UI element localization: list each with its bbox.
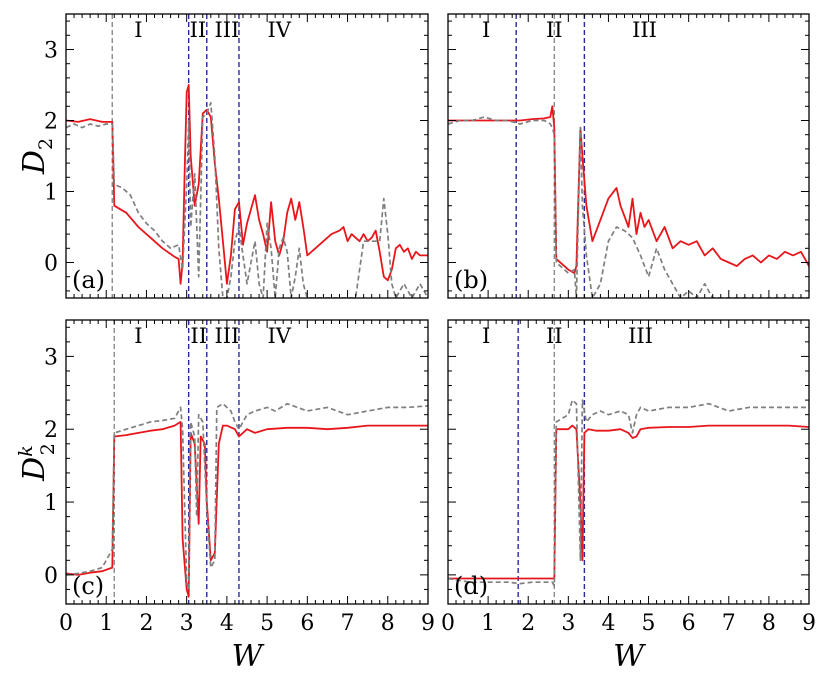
x-tick-label: 5 xyxy=(642,611,656,636)
region-label: III xyxy=(214,18,239,42)
x-tick-label: 6 xyxy=(682,611,696,636)
series-dashed-line xyxy=(448,116,809,298)
y-tick-label: 0 xyxy=(44,564,58,589)
axes-frame xyxy=(447,319,810,605)
panel-label: (b) xyxy=(454,266,488,294)
region-label: II xyxy=(546,324,563,348)
x-tick-label: 7 xyxy=(722,611,736,636)
x-tick-label: 9 xyxy=(802,611,816,636)
panel-label: (d) xyxy=(454,572,488,600)
axes-frame xyxy=(65,13,429,299)
x-tick-label: 7 xyxy=(341,611,355,636)
y-axis-title: Dk2 xyxy=(15,443,59,482)
x-axis-title: W xyxy=(232,639,265,674)
x-tick-label: 8 xyxy=(762,611,776,636)
region-label: IV xyxy=(267,324,291,348)
panel-1: I II III(b) xyxy=(447,13,810,299)
series-dashed-line xyxy=(66,101,428,298)
x-tick-label: 3 xyxy=(180,611,194,636)
region-label: III xyxy=(628,324,653,348)
series-solid-line xyxy=(448,105,809,275)
x-axis-title: W xyxy=(613,639,646,674)
series-solid-line xyxy=(448,424,809,580)
panel-label: (a) xyxy=(72,266,105,294)
x-tick-label: 3 xyxy=(561,611,575,636)
plot-area xyxy=(66,84,428,298)
x-tick-label: 4 xyxy=(601,611,615,636)
axes-frame xyxy=(65,319,429,605)
region-label: I xyxy=(482,324,490,348)
region-label: I xyxy=(134,324,142,348)
y-tick-label: 0 xyxy=(44,252,58,277)
panel-3: 0 1 2 3 4 5 6 7 8 9I II III(d)W xyxy=(441,319,816,674)
region-label: I xyxy=(134,18,142,42)
x-tick-label: 0 xyxy=(59,611,73,636)
plot-area xyxy=(448,105,809,298)
x-tick-label: 4 xyxy=(220,611,234,636)
panel-label: (c) xyxy=(72,572,104,600)
x-tick-label: 1 xyxy=(99,611,113,636)
y-tick-label: 1 xyxy=(44,181,58,206)
region-label: IV xyxy=(267,18,291,42)
plot-area xyxy=(66,402,428,598)
region-label: II xyxy=(190,324,207,348)
x-tick-label: 2 xyxy=(139,611,153,636)
region-label: I xyxy=(482,18,490,42)
x-tick-label: 6 xyxy=(300,611,314,636)
y-axis-title: D2 xyxy=(17,138,57,175)
region-label: II xyxy=(546,18,563,42)
axes-frame xyxy=(447,13,810,299)
x-tick-label: 1 xyxy=(481,611,495,636)
region-label: III xyxy=(632,18,657,42)
x-tick-label: 9 xyxy=(421,611,435,636)
series-solid-line xyxy=(66,420,428,598)
x-tick-label: 2 xyxy=(521,611,535,636)
y-tick-label: 2 xyxy=(44,418,58,443)
y-tick-label: 1 xyxy=(44,491,58,516)
x-tick-label: 8 xyxy=(381,611,395,636)
plot-area xyxy=(448,399,809,587)
series-dashed-line xyxy=(66,402,428,591)
x-tick-label: 5 xyxy=(260,611,274,636)
region-label: II xyxy=(190,18,207,42)
y-tick-label: 3 xyxy=(44,345,58,370)
y-tick-label: 2 xyxy=(44,110,58,135)
x-tick-label: 0 xyxy=(441,611,455,636)
series-dashed-line xyxy=(448,399,809,587)
region-label: III xyxy=(214,324,239,348)
series-solid-line xyxy=(66,84,428,285)
y-tick-label: 3 xyxy=(44,39,58,64)
